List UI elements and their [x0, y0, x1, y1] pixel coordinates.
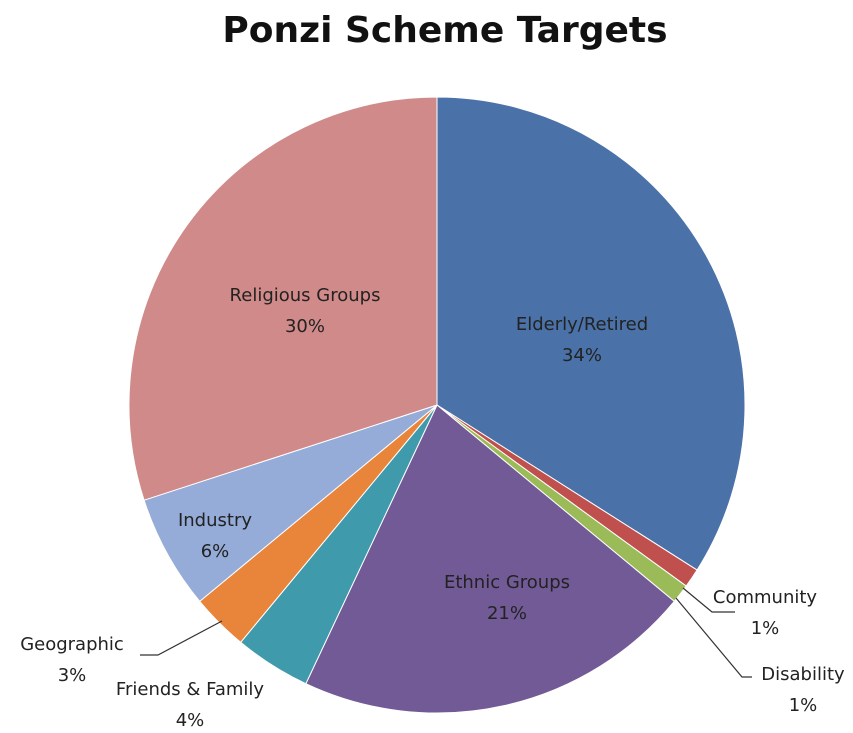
slice-label: Elderly/Retired [516, 314, 648, 335]
slice-label: Disability [761, 664, 845, 685]
slice-value-label: 30% [285, 316, 325, 337]
chart-title: Ponzi Scheme Targets [222, 10, 667, 51]
pie-slice [128, 96, 438, 501]
slice-value-label: 21% [487, 603, 527, 624]
slice-value-label: 3% [58, 665, 87, 686]
pie-slice [436, 96, 746, 571]
slice-label: Religious Groups [230, 285, 381, 306]
slice-label: Community [713, 587, 818, 608]
pie-slice [305, 404, 676, 714]
slice-value-label: 4% [176, 710, 205, 731]
slice-value-label: 1% [751, 618, 780, 639]
slice-value-label: 6% [201, 541, 230, 562]
slice-label: Friends & Family [116, 679, 264, 700]
leader-line [675, 597, 752, 678]
slice-value-label: 1% [789, 695, 818, 716]
slice-label: Ethnic Groups [444, 572, 570, 593]
slice-value-label: 34% [562, 345, 602, 366]
slice-label: Geographic [20, 634, 124, 655]
slice-label: Industry [178, 510, 252, 531]
leader-line [140, 620, 223, 656]
leader-line [682, 587, 735, 613]
